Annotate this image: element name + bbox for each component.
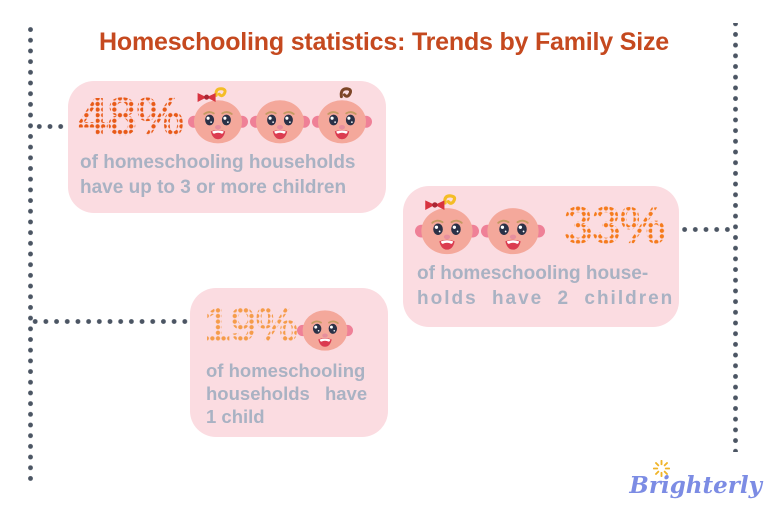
stat-19-caption: of homeschooling households have 1 child — [206, 359, 376, 428]
connector-48-percent — [30, 124, 70, 129]
card-one-stat-row: 19% — [204, 298, 376, 354]
baby-girl-icon — [188, 87, 248, 147]
left-dotted-line — [28, 25, 33, 483]
stat-19-caption-line1: of homeschooling — [206, 360, 366, 381]
card-three-or-more-children: 48% of homeschooling households have up … — [68, 81, 386, 213]
stat-19-percent: 19% — [204, 299, 298, 352]
connector-33-percent — [677, 227, 735, 232]
brighterly-logo-text: Brighterly — [629, 472, 762, 499]
baby-girl-icon — [415, 194, 479, 258]
stat-33-caption-line2: holds have 2 children — [417, 288, 675, 309]
page-title: Homeschooling statistics: Trends by Fami… — [99, 28, 669, 56]
stat-48-percent: 48% — [78, 87, 184, 147]
card-one-child: 19% of homeschooling households have 1 c… — [190, 288, 388, 437]
stat-19-caption-line3: 1 child — [206, 406, 265, 427]
stat-48-caption-line2: have up to 3 or more children — [80, 177, 347, 198]
baby-faces-group — [188, 87, 372, 147]
card-two-stat-row: 33% — [415, 194, 666, 258]
stat-33-caption: of homeschooling house- holds have 2 chi… — [417, 261, 675, 311]
baby-bald-icon — [481, 194, 545, 258]
stat-19-caption-line2: households have — [206, 383, 368, 404]
stat-33-percent: 33% — [563, 197, 666, 255]
stat-33-caption-line1: of homeschooling house- — [417, 263, 649, 284]
brighterly-logo: Brighterly — [629, 460, 762, 503]
baby-faces-group — [297, 298, 353, 354]
baby-bald-icon — [250, 87, 310, 147]
right-dotted-line — [733, 23, 738, 452]
baby-boy-icon — [312, 87, 372, 147]
baby-bald-icon — [297, 298, 353, 354]
stat-48-caption: of homeschooling households have up to 3… — [80, 150, 378, 200]
card-two-children: 33% of homeschooling house- holds have 2… — [403, 186, 679, 327]
card-three-stat-row: 48% — [78, 87, 378, 147]
stat-48-caption-line1: of homeschooling households — [80, 152, 356, 173]
baby-faces-group — [415, 194, 545, 258]
connector-19-percent — [30, 319, 190, 324]
sparkle-icon — [653, 460, 671, 477]
